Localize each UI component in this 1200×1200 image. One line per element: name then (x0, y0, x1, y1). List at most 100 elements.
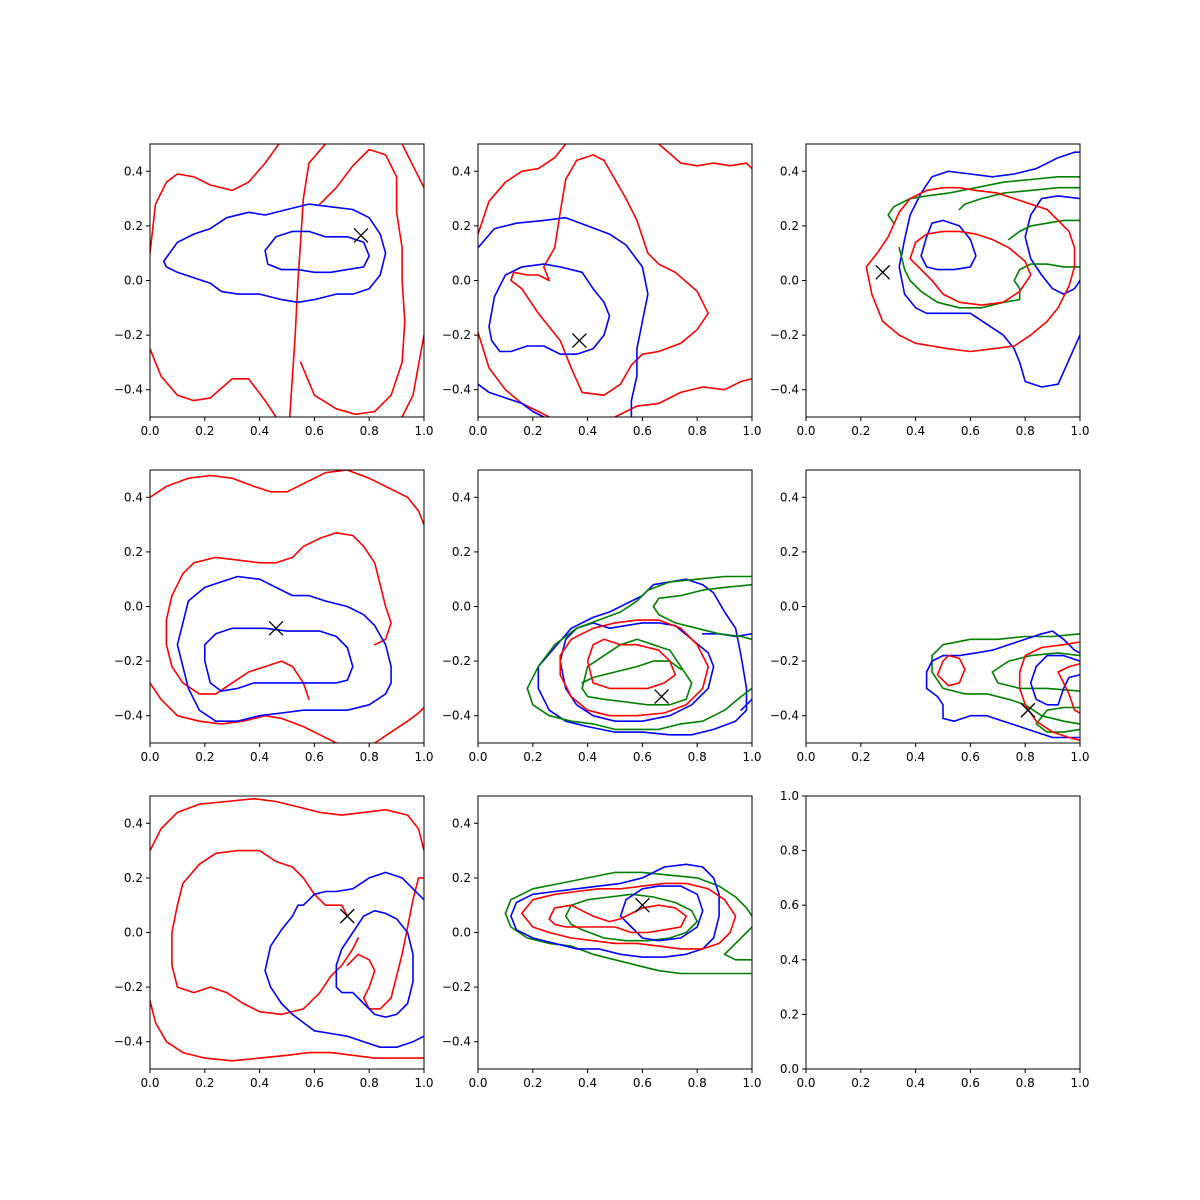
blue-contour-line (559, 622, 715, 723)
x-tick-label: 0.4 (906, 1076, 925, 1090)
contour-group (150, 144, 424, 417)
y-tick-label: −0.2 (442, 328, 471, 342)
x-tick-label: 0.4 (250, 1076, 269, 1090)
x-tick-label: 0.6 (633, 424, 652, 438)
red-contour-line (176, 849, 349, 917)
x-tick-label: 0.6 (961, 424, 980, 438)
red-contour-line (909, 230, 1032, 306)
x-tick-label: 0.8 (688, 424, 707, 438)
y-tick-label: 0.4 (780, 490, 799, 504)
x-tick-label: 1.0 (742, 1076, 761, 1090)
red-contour-line (657, 144, 752, 170)
y-tick-label: −0.2 (114, 328, 143, 342)
y-tick-label: 0.0 (124, 274, 143, 288)
green-contour-line (958, 186, 1080, 211)
x-marker-stroke (268, 620, 284, 636)
x-tick-label: 0.2 (851, 750, 870, 764)
blue-contour-line (1024, 195, 1080, 295)
blue-contour-line (204, 627, 354, 692)
blue-contour-line (1035, 654, 1080, 668)
x-marker (654, 689, 670, 705)
x-marker (634, 897, 650, 913)
y-tick-label: −0.2 (114, 980, 143, 994)
x-tick-label: 0.0 (468, 1076, 487, 1090)
blue-contour-line (176, 575, 392, 723)
contour-group (526, 575, 752, 736)
x-tick-label: 0.8 (360, 424, 379, 438)
y-tick-label: 0.0 (780, 274, 799, 288)
x-tick-label: 1.0 (1070, 750, 1089, 764)
y-tick-label: 0.4 (452, 490, 471, 504)
y-tick-label: 0.0 (452, 600, 471, 614)
subplot-4: 0.0 0.2 0.4 0.6 0.8 1.0 0.4 0.2 0.0 −0.2 −0.4 (114, 469, 434, 764)
y-tick-label: 0.0 (780, 600, 799, 614)
red-contour-line (346, 877, 424, 1010)
x-marker-stroke (654, 689, 670, 705)
contour-group (150, 470, 424, 743)
x-marker (339, 908, 355, 924)
red-contour-line (299, 148, 406, 416)
blue-contour-line (335, 909, 414, 1018)
x-tick-label: 0.6 (961, 1076, 980, 1090)
axes-frame (149, 143, 425, 418)
x-tick-label: 0.2 (851, 424, 870, 438)
contour-group (865, 151, 1080, 388)
x-tick-label: 0.2 (195, 750, 214, 764)
red-contour-line (150, 144, 280, 254)
red-contour-line (510, 154, 710, 397)
x-tick-label: 0.0 (140, 750, 159, 764)
axes-frame (805, 795, 1081, 1070)
x-tick-label: 1.0 (414, 424, 433, 438)
x-tick-label: 0.4 (578, 1076, 597, 1090)
green-contour-line (898, 246, 1080, 309)
x-tick-label: 1.0 (742, 424, 761, 438)
red-contour-line (478, 331, 551, 417)
x-marker-stroke (875, 264, 891, 280)
y-tick-label: 1.0 (780, 789, 799, 803)
x-tick-label: 0.6 (961, 750, 980, 764)
y-tick-label: 0.2 (780, 219, 799, 233)
x-tick-label: 0.0 (468, 750, 487, 764)
red-contour-line (150, 999, 424, 1062)
x-marker-stroke (571, 333, 587, 349)
contour-group (504, 863, 752, 975)
x-tick-label: 0.0 (796, 1076, 815, 1090)
contour-group (478, 144, 752, 417)
green-contour-line (526, 575, 752, 690)
x-tick-label: 0.2 (851, 1076, 870, 1090)
x-tick-label: 0.8 (688, 750, 707, 764)
red-contour-line (559, 619, 710, 717)
x-tick-label: 0.2 (195, 424, 214, 438)
y-tick-label: 0.4 (780, 164, 799, 178)
x-tick-label: 0.4 (578, 424, 597, 438)
green-contour-line (931, 632, 1080, 657)
red-contour-line (182, 531, 392, 646)
y-tick-label: 0.0 (124, 926, 143, 940)
red-contour-line (150, 682, 338, 743)
subplot-6: 0.0 0.2 0.4 0.6 0.8 1.0 0.4 0.2 0.0 −0.2 −0.4 (770, 469, 1090, 764)
red-contour-line (401, 334, 424, 417)
red-contour-line (150, 797, 424, 852)
x-tick-label: 0.4 (906, 750, 925, 764)
x-tick-label: 0.4 (250, 750, 269, 764)
y-tick-label: 0.4 (780, 953, 799, 967)
y-tick-label: 0.0 (452, 274, 471, 288)
x-tick-label: 1.0 (1070, 424, 1089, 438)
blue-contour-line (264, 969, 424, 1048)
green-contour-line (1035, 706, 1080, 733)
green-contour-line (581, 660, 682, 684)
subplot-5: 0.0 0.2 0.4 0.6 0.8 1.0 0.4 0.2 0.0 −0.2 −0.4 (442, 469, 762, 764)
y-tick-label: −0.2 (770, 328, 799, 342)
green-contour-line (723, 926, 752, 961)
subplot-3: 0.0 0.2 0.4 0.6 0.8 1.0 0.4 0.2 0.0 −0.2 −0.4 (770, 143, 1090, 438)
y-tick-label: −0.2 (770, 654, 799, 668)
green-contour-line (504, 912, 752, 975)
y-tick-label: 0.4 (124, 164, 143, 178)
subplot-8: 0.0 0.2 0.4 0.6 0.8 1.0 0.4 0.2 0.0 −0.2 −0.4 (442, 795, 762, 1090)
x-tick-label: 0.8 (360, 1076, 379, 1090)
red-contour-line (1057, 662, 1080, 714)
y-tick-label: −0.4 (442, 1035, 471, 1049)
blue-contour-line (537, 578, 748, 736)
x-tick-label: 0.6 (305, 1076, 324, 1090)
